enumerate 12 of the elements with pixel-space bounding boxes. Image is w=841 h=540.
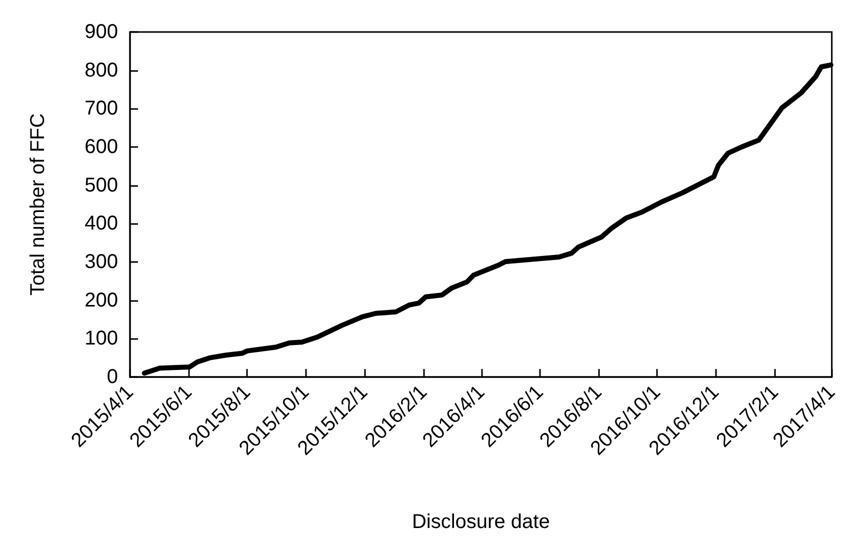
y-axis-title: Total number of FFC	[27, 113, 49, 296]
y-tick-label: 500	[84, 174, 118, 196]
y-tick-label: 700	[84, 98, 118, 120]
y-tick-label: 0	[106, 366, 118, 388]
x-axis-title: Disclosure date	[412, 511, 550, 533]
y-tick-label: 100	[84, 328, 118, 350]
y-tick-label: 900	[84, 21, 118, 43]
y-tick-label: 200	[84, 289, 118, 312]
y-tick-label: 400	[84, 212, 118, 235]
y-tick-label: 600	[84, 136, 118, 158]
y-tick-label: 300	[84, 251, 118, 273]
y-tick-label: 800	[84, 59, 118, 82]
